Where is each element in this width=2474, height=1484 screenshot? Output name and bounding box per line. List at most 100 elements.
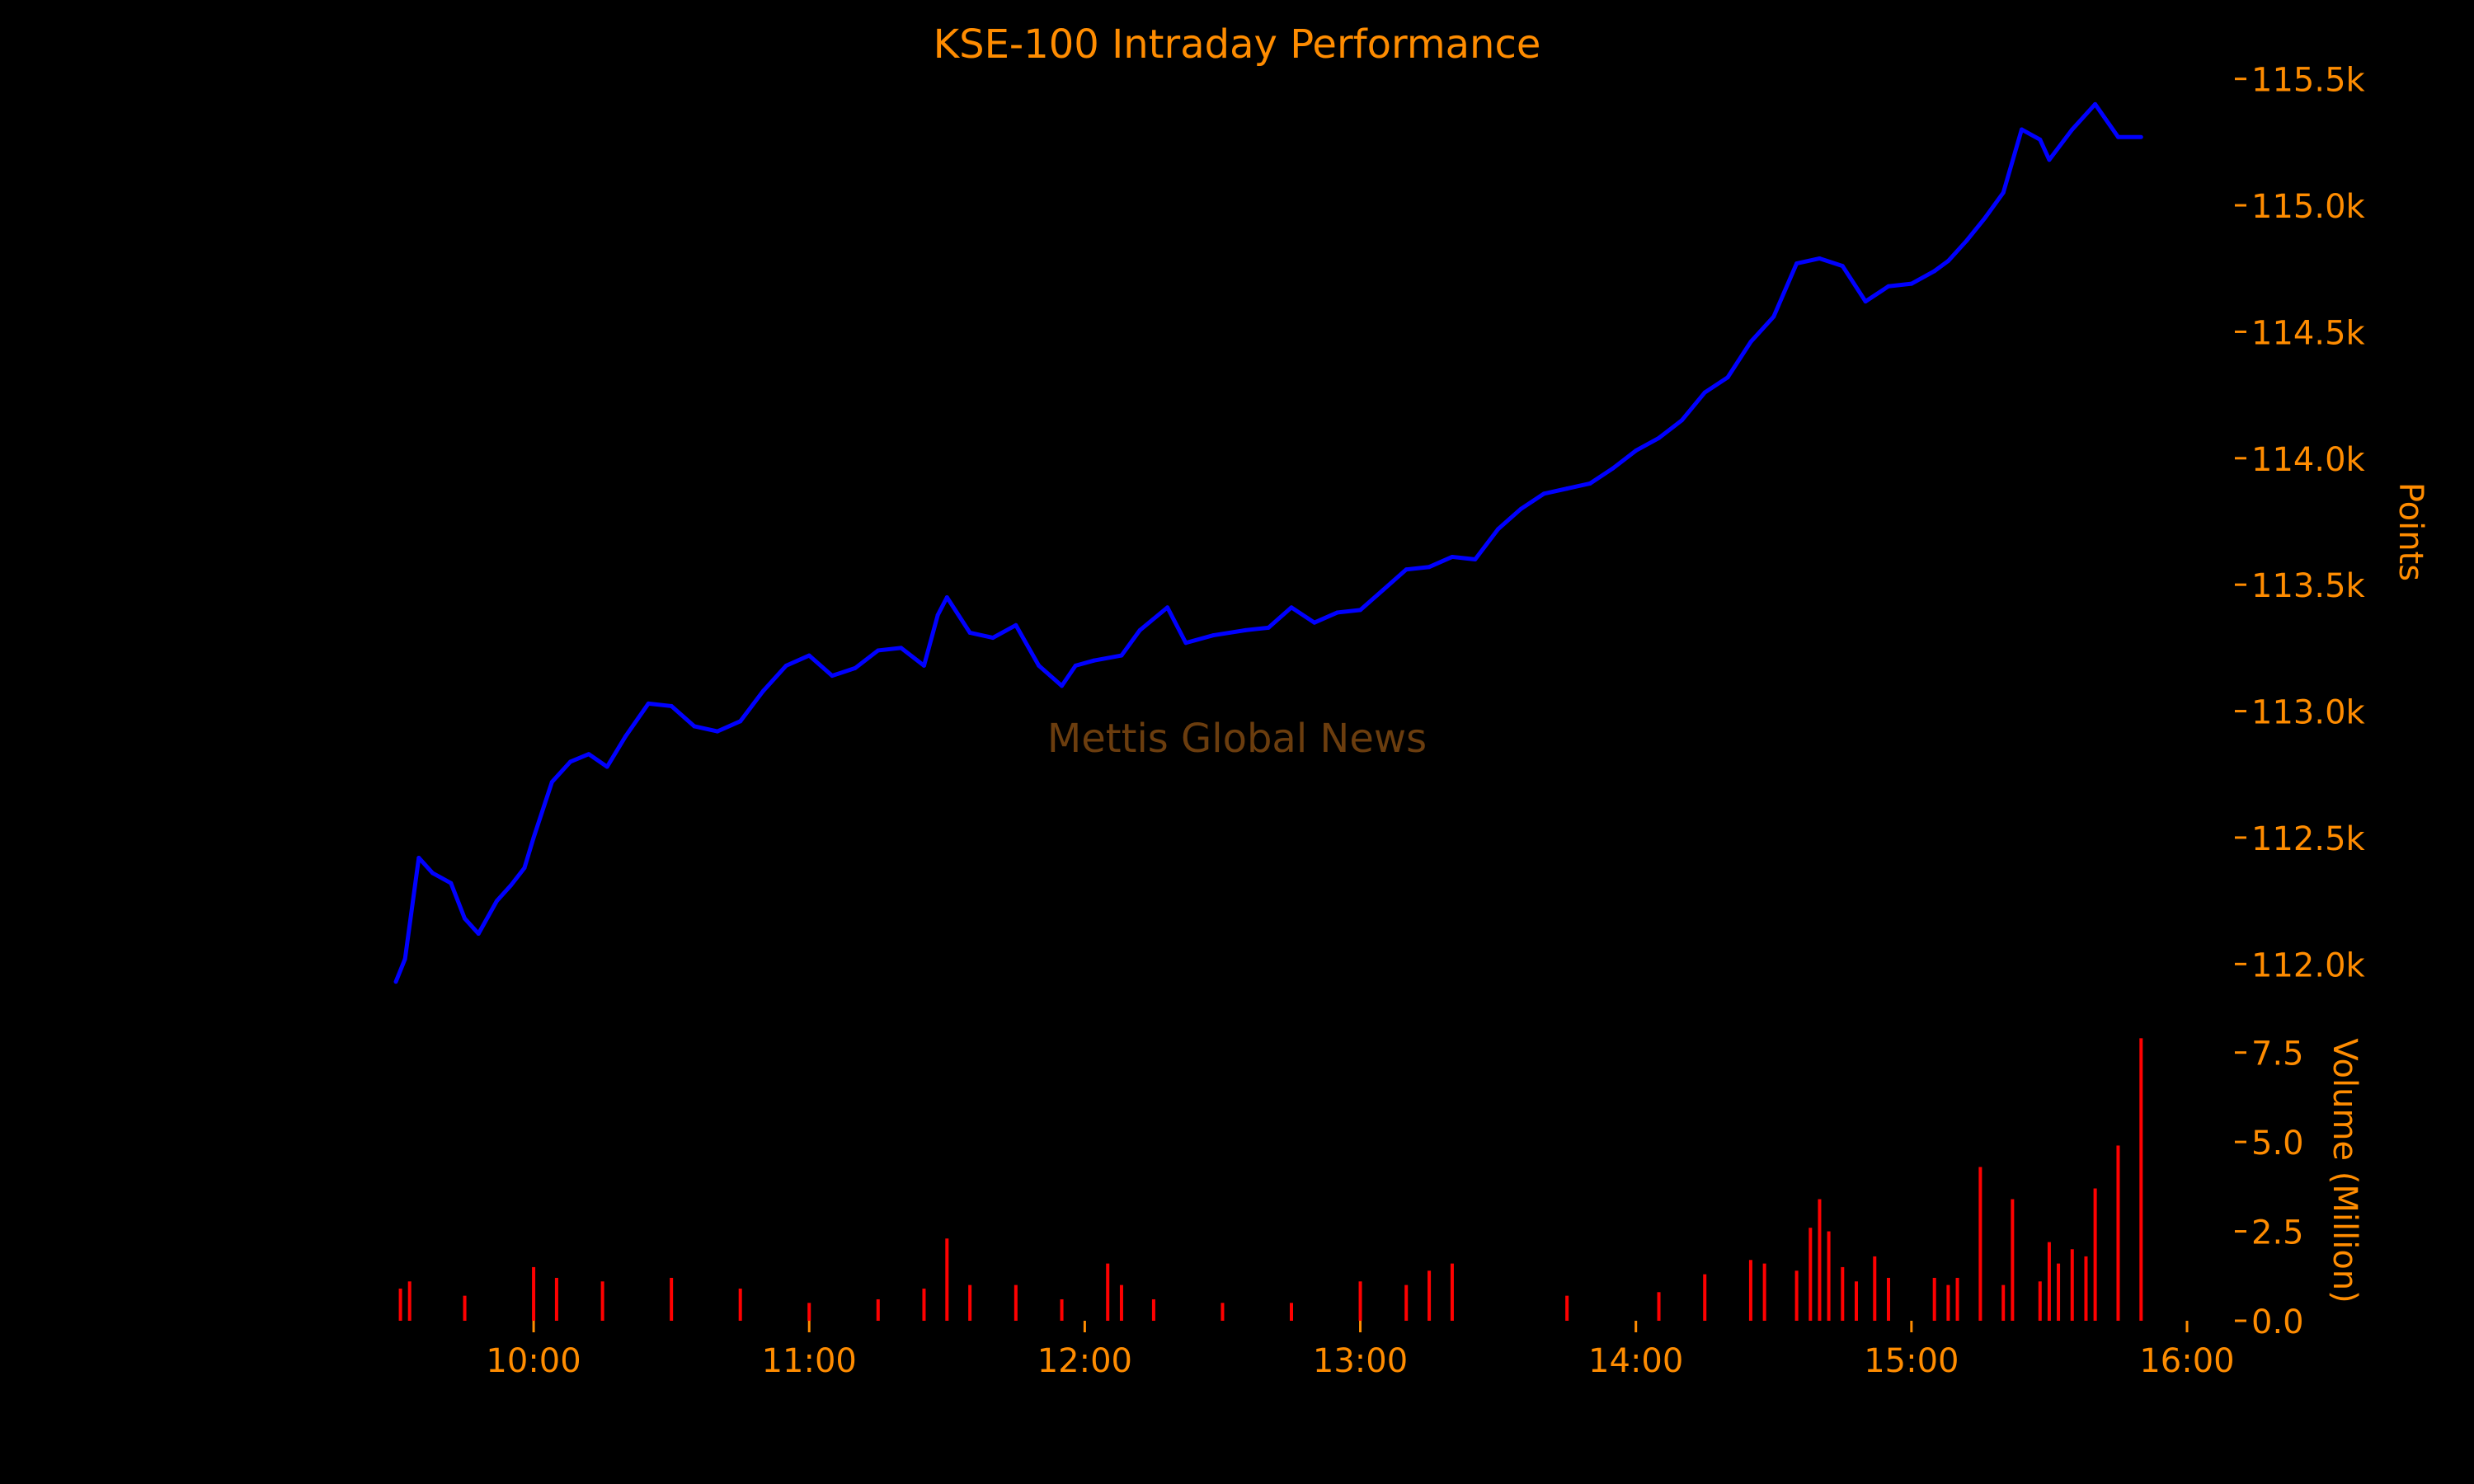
volume-bar <box>398 1288 402 1321</box>
price-axis-tick-label: 114.5k <box>2251 314 2366 352</box>
volume-bar <box>2084 1256 2088 1321</box>
price-line-segment <box>463 916 481 937</box>
price-line-segment <box>1312 610 1340 625</box>
volume-bar <box>2139 1038 2143 1321</box>
volume-bar <box>1358 1281 1362 1321</box>
price-line-segment <box>738 688 766 724</box>
volume-bar <box>1014 1284 1018 1321</box>
volume-bar <box>1427 1270 1432 1321</box>
price-line-segment <box>2020 127 2043 142</box>
price-line-segment <box>1840 264 1868 304</box>
price-line-segment <box>1634 435 1662 453</box>
price-line-segment <box>586 752 609 769</box>
price-axis-tick-label: 115.0k <box>2251 188 2366 226</box>
price-line-segment <box>1964 215 1987 243</box>
price-line-segment <box>1496 506 1523 532</box>
volume-bar <box>1151 1298 1155 1321</box>
time-axis-tick-label: 13:00 <box>1313 1342 1408 1380</box>
price-line-segment <box>1037 663 1065 688</box>
price-line-segment <box>522 835 536 871</box>
volume-bar <box>1855 1281 1859 1321</box>
volume-bar <box>1827 1231 1831 1321</box>
volume-bar <box>532 1266 536 1321</box>
price-line-segment <box>1817 256 1845 269</box>
price-axis-tick-label: 113.0k <box>2251 694 2366 732</box>
price-line-segment <box>1702 375 1730 395</box>
time-axis-tick-label: 10:00 <box>486 1342 581 1380</box>
volume-y-axis: 0.0 2.5 5.0 7.5 <box>2235 1036 2304 1341</box>
price-line-segment <box>1380 567 1409 592</box>
price-axis-tick-label: 113.5k <box>2251 567 2366 605</box>
price-line-segment <box>990 622 1018 641</box>
price-line-segment <box>604 734 628 769</box>
time-x-axis: 10:00 11:00 12:00 13:00 14:00 15:00 16:00 <box>486 1321 2235 1380</box>
time-axis-tick-label: 15:00 <box>1864 1342 1959 1380</box>
price-line-segment <box>1473 527 1501 562</box>
volume-bar <box>2001 1284 2006 1321</box>
volume-bar <box>1946 1284 1950 1321</box>
price-line-segment <box>1611 448 1639 471</box>
volume-bar <box>1762 1263 1766 1321</box>
volume-bar <box>1404 1284 1409 1321</box>
price-line-segment <box>1335 608 1363 615</box>
price-line-segment <box>2070 101 2098 132</box>
price-line-segment <box>899 646 926 668</box>
price-line-segment <box>1657 418 1684 440</box>
volume-bar <box>1290 1303 1293 1321</box>
volume-bar <box>922 1288 926 1321</box>
volume-bar <box>2038 1281 2042 1321</box>
price-line-segment <box>1165 605 1188 646</box>
price-line-segment <box>646 701 674 708</box>
volume-axis-tick-label: 0.0 <box>2251 1303 2304 1341</box>
price-line-segment <box>1771 261 1799 319</box>
price-line-segment <box>1266 605 1294 630</box>
price-line-segment <box>669 703 697 729</box>
price-line-segment <box>1886 281 1914 289</box>
volume-bar <box>2057 1263 2061 1321</box>
volume-bar <box>2011 1199 2015 1321</box>
volume-bar <box>1887 1277 1890 1321</box>
price-line-segment <box>2038 137 2052 162</box>
price-line-segment <box>1211 627 1248 638</box>
volume-bar <box>554 1277 558 1321</box>
price-y-axis: 112.0k 112.5k 113.0k 113.5k 114.0k 114.5k 115.… <box>2235 62 2366 984</box>
volume-bar <box>1221 1303 1225 1321</box>
price-line-segment <box>1518 491 1546 511</box>
price-series <box>393 101 2143 984</box>
price-line-segment <box>549 759 573 784</box>
volume-axis-label: Volume (Million) <box>2326 1038 2363 1303</box>
price-line-segment <box>531 779 554 840</box>
volume-bar <box>670 1277 674 1321</box>
price-line-segment <box>1794 256 1822 266</box>
price-line-segment <box>935 595 949 618</box>
price-line-segment <box>402 855 421 961</box>
price-line-segment <box>1183 633 1216 646</box>
price-axis-label: Points <box>2392 482 2429 581</box>
time-axis-tick-label: 14:00 <box>1588 1342 1683 1380</box>
price-line-segment <box>807 653 835 679</box>
price-line-segment <box>1289 605 1317 625</box>
price-line-segment <box>692 724 720 734</box>
volume-bar <box>1060 1298 1064 1321</box>
price-line-segment <box>1564 481 1592 491</box>
volume-bar <box>1748 1260 1752 1321</box>
price-line-segment <box>1137 605 1170 632</box>
watermark: Mettis Global News <box>1047 716 1427 762</box>
price-line-segment <box>1243 625 1271 632</box>
volume-bar <box>807 1303 811 1321</box>
price-line-segment <box>1014 622 1042 668</box>
volume-axis-tick-label: 2.5 <box>2251 1214 2304 1252</box>
volume-bar <box>463 1295 467 1321</box>
volume-axis-tick-label: 7.5 <box>2251 1036 2304 1073</box>
price-line-segment <box>715 719 743 734</box>
price-axis-tick-label: 115.5k <box>2251 62 2366 100</box>
volume-bar <box>2093 1188 2097 1321</box>
volume-bar <box>1873 1256 1877 1321</box>
volume-bar <box>1657 1292 1661 1321</box>
price-line-segment <box>921 613 940 668</box>
price-line-segment <box>1073 658 1097 668</box>
price-line-segment <box>1863 284 1891 304</box>
price-line-segment <box>1748 314 1776 345</box>
price-line-segment <box>967 630 995 641</box>
price-line-segment <box>1450 554 1478 562</box>
